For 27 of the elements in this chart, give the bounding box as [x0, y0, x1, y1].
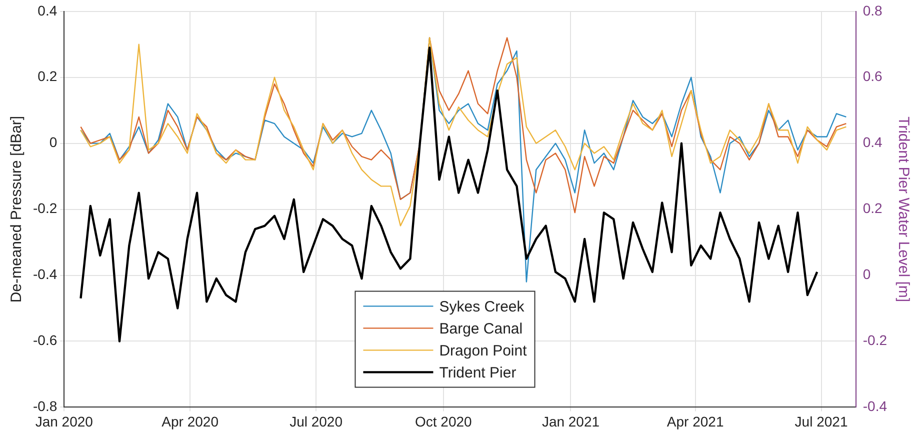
- y2-tick-label: -0.2: [862, 332, 888, 348]
- y-tick-label: 0.2: [38, 68, 58, 84]
- x-tick-label: Jan 2020: [35, 413, 94, 430]
- x-tick-label: Jul 2021: [794, 413, 848, 430]
- y-tick-label: 0: [49, 134, 58, 150]
- legend-label: Trident Pier: [439, 364, 516, 382]
- y2-tick-label: 0.4: [862, 134, 883, 150]
- y2-tick-label: 0: [862, 266, 871, 282]
- x-tick-label: Apr 2021: [666, 413, 724, 430]
- legend-label: Barge Canal: [439, 320, 523, 338]
- x-tick-label: Jul 2020: [290, 413, 343, 430]
- x-tick-label: Apr 2020: [162, 413, 219, 430]
- y2-tick-label: 0.6: [862, 68, 883, 84]
- y-axis-title: De-meaned Pressure [dBar]: [8, 116, 26, 303]
- y2-tick-label: -0.4: [862, 398, 888, 414]
- y-tick-label: 0.4: [38, 2, 58, 18]
- legend-label: Dragon Point: [439, 342, 528, 360]
- y-tick-label: -0.2: [33, 200, 58, 216]
- y2-tick-label: 0.8: [862, 2, 883, 18]
- y-tick-label: -0.8: [33, 398, 58, 414]
- y2-axis-title: Trident Pier Water Level [m]: [894, 116, 912, 302]
- x-tick-label: Oct 2020: [414, 413, 472, 430]
- legend-label: Sykes Creek: [439, 298, 525, 316]
- x-tick-label: Jan 2021: [542, 413, 600, 430]
- y-tick-label: -0.6: [33, 332, 58, 348]
- y-tick-label: -0.4: [33, 266, 58, 282]
- y2-tick-label: 0.2: [862, 200, 883, 216]
